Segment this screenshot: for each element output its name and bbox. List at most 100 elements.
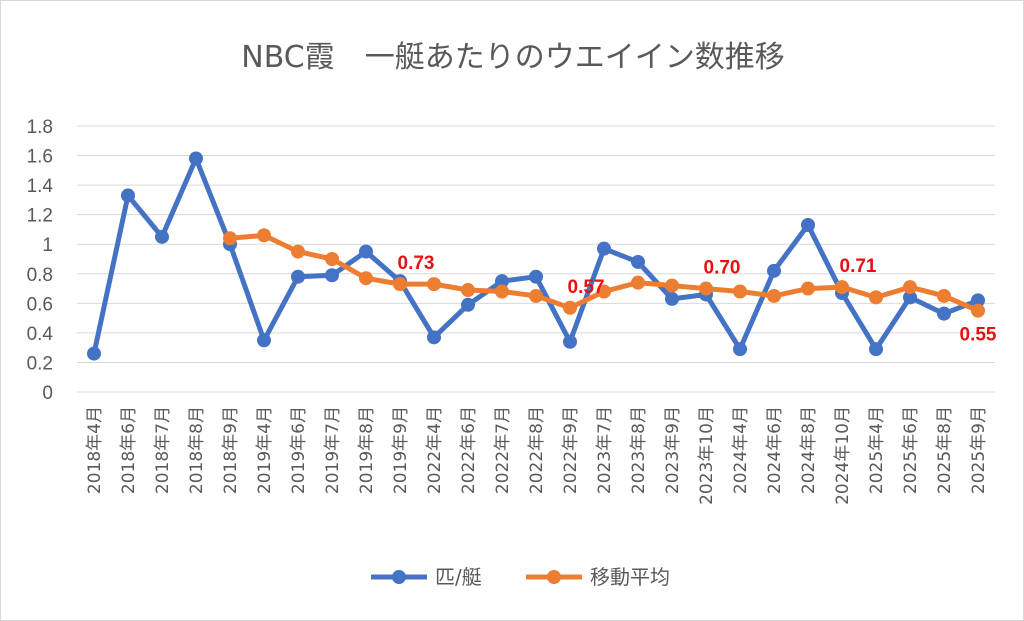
data-point bbox=[257, 333, 271, 348]
chart-title: NBC霞 一艇あたりのウエイイン数推移 bbox=[241, 40, 784, 75]
data-point bbox=[903, 290, 917, 305]
y-tick-label: 0.6 bbox=[27, 294, 53, 315]
data-point bbox=[937, 306, 951, 321]
data-point bbox=[87, 346, 101, 361]
legend: 匹/艇 移動平均 bbox=[371, 565, 670, 589]
y-tick-label: 1.6 bbox=[27, 147, 53, 168]
x-tick-label: 2023年8月 bbox=[629, 406, 649, 494]
x-tick-label: 2024年6月 bbox=[765, 406, 785, 494]
series-moving-average bbox=[223, 228, 985, 318]
data-label: 0.70 bbox=[704, 258, 741, 279]
data-point bbox=[495, 284, 509, 299]
y-tick-label: 0.4 bbox=[27, 324, 54, 345]
y-tick-label: 0 bbox=[42, 383, 53, 404]
data-point bbox=[359, 271, 373, 286]
data-point bbox=[359, 244, 373, 259]
x-tick-label: 2019年9月 bbox=[391, 406, 411, 494]
data-point bbox=[597, 284, 611, 299]
data-point bbox=[393, 277, 407, 292]
data-point bbox=[631, 254, 645, 269]
data-point bbox=[257, 228, 271, 243]
y-tick-label: 1.2 bbox=[27, 206, 53, 227]
data-point bbox=[801, 281, 815, 296]
data-point bbox=[495, 274, 509, 289]
legend-label: 匹/艇 bbox=[435, 565, 482, 589]
x-tick-label: 2024年10月 bbox=[833, 406, 853, 505]
data-point bbox=[869, 342, 883, 357]
x-tick-label: 2025年9月 bbox=[969, 406, 989, 494]
data-point bbox=[767, 288, 781, 303]
x-tick-label: 2023年7月 bbox=[595, 406, 615, 494]
data-point bbox=[189, 151, 203, 166]
x-tick-label: 2018年8月 bbox=[187, 406, 207, 494]
x-tick-label: 2024年8月 bbox=[799, 406, 819, 494]
data-point bbox=[121, 188, 135, 203]
data-point bbox=[597, 241, 611, 256]
data-point bbox=[869, 290, 883, 305]
x-tick-label: 2025年4月 bbox=[867, 406, 887, 494]
x-tick-label: 2024年4月 bbox=[731, 406, 751, 494]
data-point bbox=[971, 303, 985, 318]
x-tick-label: 2023年10月 bbox=[697, 406, 717, 505]
data-point bbox=[767, 263, 781, 278]
y-tick-label: 1.4 bbox=[27, 176, 54, 197]
data-point bbox=[971, 293, 985, 308]
data-point bbox=[903, 280, 917, 295]
x-axis-ticks: 2018年4月 2018年6月 2018年7月 2018年8月 2018年9月 2019年… bbox=[85, 406, 989, 505]
x-tick-label: 2018年7月 bbox=[153, 406, 173, 494]
data-point bbox=[835, 280, 849, 295]
data-point bbox=[665, 278, 679, 293]
series-fish-per-boat bbox=[87, 151, 985, 361]
data-point bbox=[563, 334, 577, 349]
x-tick-label: 2022年7月 bbox=[493, 406, 513, 494]
data-point bbox=[291, 244, 305, 259]
data-labels: 0.73 0.57 0.70 0.71 0.55 bbox=[398, 253, 997, 346]
data-point bbox=[563, 300, 577, 315]
data-label: 0.73 bbox=[398, 253, 435, 274]
data-point bbox=[427, 330, 441, 345]
series-layer bbox=[87, 151, 985, 361]
x-tick-label: 2022年8月 bbox=[527, 406, 547, 494]
x-tick-label: 2025年6月 bbox=[901, 406, 921, 494]
data-point bbox=[665, 291, 679, 306]
data-label: 0.71 bbox=[840, 256, 877, 277]
legend-item: 移動平均 bbox=[526, 565, 670, 589]
y-tick-label: 0.2 bbox=[27, 353, 53, 374]
x-tick-label: 2018年4月 bbox=[85, 406, 105, 494]
legend-swatch-marker bbox=[392, 570, 406, 584]
x-tick-label: 2019年7月 bbox=[323, 406, 343, 494]
data-point bbox=[631, 275, 645, 290]
data-point bbox=[699, 281, 713, 296]
x-tick-label: 2023年9月 bbox=[663, 406, 683, 494]
data-point bbox=[223, 231, 237, 246]
x-tick-label: 2019年4月 bbox=[255, 406, 275, 494]
data-point bbox=[325, 268, 339, 283]
data-point bbox=[801, 218, 815, 233]
data-point bbox=[427, 277, 441, 292]
data-point bbox=[155, 229, 169, 244]
data-label: 0.55 bbox=[960, 325, 997, 346]
x-tick-label: 2018年6月 bbox=[119, 406, 139, 494]
data-point bbox=[325, 252, 339, 266]
data-point bbox=[291, 269, 305, 284]
y-tick-label: 1.8 bbox=[27, 117, 53, 138]
data-point bbox=[529, 269, 543, 284]
y-tick-label: 0.8 bbox=[27, 265, 53, 286]
x-tick-label: 2018年9月 bbox=[221, 406, 241, 494]
data-point bbox=[733, 342, 747, 357]
legend-swatch-marker bbox=[547, 570, 561, 584]
legend-item: 匹/艇 bbox=[371, 565, 482, 589]
data-point bbox=[733, 284, 747, 299]
x-tick-label: 2022年9月 bbox=[561, 406, 581, 494]
legend-label: 移動平均 bbox=[590, 565, 670, 589]
x-tick-label: 2022年6月 bbox=[459, 406, 479, 494]
data-point bbox=[461, 283, 475, 298]
data-point bbox=[937, 288, 951, 303]
data-point bbox=[461, 297, 475, 312]
y-axis-ticks: 0 0.2 0.4 0.6 0.8 1 1.2 1.4 1.6 1.8 bbox=[27, 117, 54, 404]
data-label: 0.57 bbox=[568, 277, 605, 298]
x-tick-label: 2019年8月 bbox=[357, 406, 377, 494]
y-tick-label: 1 bbox=[42, 235, 53, 256]
